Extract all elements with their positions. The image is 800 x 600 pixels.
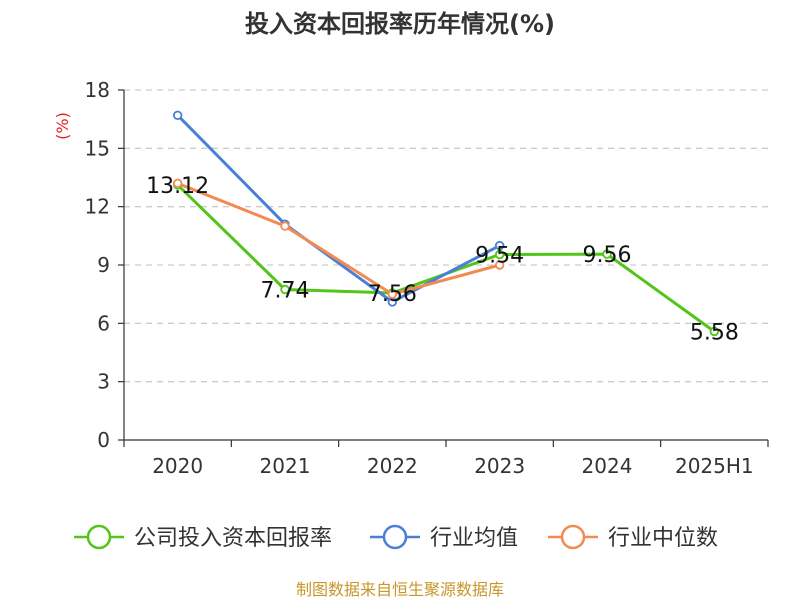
y-tick-label: 18 [85, 78, 110, 102]
data-label: 9.56 [583, 243, 632, 268]
data-label: 7.56 [368, 282, 417, 307]
chart-title: 投入资本回报率历年情况(%) [245, 10, 555, 38]
series-point-1 [494, 240, 505, 251]
y-tick-label: 3 [97, 370, 110, 394]
series-point-0 [280, 284, 290, 295]
x-tick-label: 2023 [474, 454, 525, 478]
legend-label-0: 公司投入资本回报率 [134, 526, 332, 551]
legend-label-2: 行业中位数 [608, 526, 718, 551]
source-note: 制图数据来自恒生聚源数据库 [296, 580, 504, 599]
x-tick-label: 2022 [367, 454, 418, 478]
series-point-1 [172, 110, 183, 120]
y-axis-label: (%) [53, 112, 72, 140]
data-labels: 13.12 7.74 7.56 9.54 9.56 5.58 [146, 174, 739, 346]
y-tick-label: 0 [97, 428, 110, 452]
data-label: 13.12 [146, 174, 209, 199]
series-point-2 [172, 178, 183, 189]
x-tick-label: 2021 [260, 454, 311, 478]
series-point-0 [494, 249, 505, 260]
legend-marker-1 [382, 524, 408, 550]
x-tick-label: 2020 [152, 454, 203, 478]
y-tick-label: 15 [85, 136, 110, 160]
series-line-2 [177, 181, 501, 296]
x-tick-label: 2024 [582, 454, 633, 478]
legend-label-1: 行业均值 [430, 526, 518, 551]
series-point-0 [602, 249, 612, 259]
data-label: 5.58 [690, 321, 739, 346]
axes: 0 3 6 9 12 15 18 2020 2021 2022 2023 2024 2025H1 [85, 78, 769, 478]
legend: 公司投入资本回报率 行业均值 行业中位数 [74, 524, 718, 551]
legend-marker-2 [560, 524, 586, 550]
data-label: 7.74 [261, 279, 310, 304]
series-point-0 [709, 326, 720, 337]
series-point-2 [494, 260, 505, 270]
y-tick-label: 6 [97, 311, 110, 335]
legend-marker-0 [86, 524, 112, 550]
series-point-2 [280, 221, 290, 231]
data-label: 9.54 [475, 244, 524, 269]
series-point-2 [387, 289, 398, 299]
y-tick-label: 12 [85, 195, 110, 219]
series-group [172, 110, 720, 337]
y-tick-label: 9 [97, 253, 110, 277]
x-tick-label: 2025H1 [675, 454, 754, 478]
series-line-1 [176, 114, 501, 304]
grid-lines [124, 89, 768, 383]
